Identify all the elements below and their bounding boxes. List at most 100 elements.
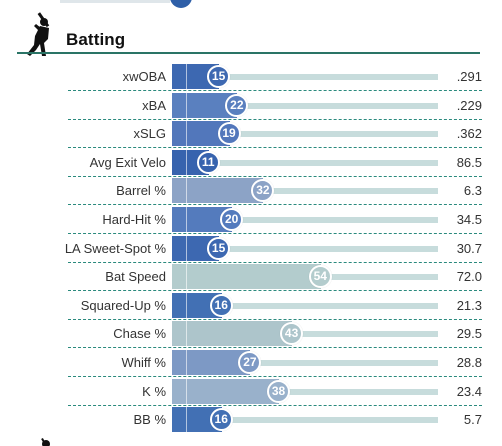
- percentile-badge: 15: [207, 65, 231, 88]
- metric-value: 21.3: [456, 297, 482, 313]
- percentile-badge: 19: [217, 122, 241, 146]
- row-separator: [68, 175, 482, 177]
- bar-tick: [186, 321, 187, 347]
- metric-value: .229: [456, 97, 482, 113]
- metric-label: Hard-Hit %: [102, 212, 166, 227]
- percentile-badge: 15: [207, 236, 231, 260]
- percentile-track: [172, 159, 438, 166]
- metric-value: 5.7: [463, 412, 482, 428]
- metric-row: K % 38 23.4: [0, 377, 502, 406]
- metric-row: LA Sweet-Spot % 15 30.7: [0, 234, 502, 263]
- previous-badge: [170, 0, 192, 8]
- percentile-track: [172, 331, 438, 338]
- metric-value: 34.5: [456, 212, 482, 227]
- percentile-badge: 27: [238, 351, 262, 374]
- metric-row: xBA 22 .229: [0, 91, 502, 120]
- percentile-badge: 43: [280, 322, 304, 346]
- percentile-bar: [172, 321, 293, 347]
- metric-label: K %: [142, 383, 166, 399]
- row-separator: [68, 233, 482, 234]
- metric-row: Chase % 43 29.5: [0, 319, 502, 349]
- metric-value: 28.8: [456, 355, 482, 370]
- percentile-bar: [172, 350, 251, 375]
- metric-row: BB % 16 5.7: [0, 405, 502, 434]
- percentile-track: [172, 102, 438, 109]
- previous-track: [60, 0, 170, 3]
- metric-value: 29.5: [456, 326, 482, 342]
- section-title: Batting: [66, 30, 126, 49]
- row-separator: [68, 376, 482, 377]
- percentile-badge: 16: [209, 293, 233, 317]
- metric-label: Avg Exit Velo: [89, 154, 166, 170]
- metric-value: 6.3: [463, 183, 482, 199]
- metric-row: Bat Speed 54 72.0: [0, 262, 502, 292]
- row-separator: [68, 261, 482, 263]
- bar-tick: [186, 64, 187, 89]
- percentile-badge: 32: [251, 179, 275, 203]
- percentile-bar: [172, 264, 321, 290]
- percentile-track: [172, 302, 438, 309]
- bar-tick: [186, 121, 187, 147]
- metric-value: 30.7: [456, 240, 482, 256]
- row-separator: [68, 147, 482, 149]
- batter-silhouette-icon: [27, 12, 50, 56]
- row-separator: [68, 347, 482, 349]
- bar-tick: [186, 178, 187, 204]
- metric-value: 72.0: [456, 269, 482, 285]
- percentile-track: [172, 417, 438, 424]
- bar-tick: [186, 235, 187, 261]
- metric-value: 86.5: [456, 154, 482, 170]
- metric-label: Squared-Up %: [80, 297, 166, 313]
- metric-label: xSLG: [133, 126, 166, 142]
- percentile-badge: 16: [209, 408, 233, 432]
- metric-value: .291: [456, 69, 482, 84]
- metric-row: Barrel % 32 6.3: [0, 176, 502, 206]
- metric-label: xBA: [142, 97, 166, 113]
- percentile-track: [172, 131, 438, 138]
- row-separator: [68, 404, 482, 406]
- bar-tick: [186, 350, 187, 375]
- metric-row: Hard-Hit % 20 34.5: [0, 205, 502, 234]
- row-separator: [68, 204, 482, 206]
- percentile-track: [172, 188, 438, 195]
- percentile-badge: 11: [196, 150, 220, 174]
- metric-label: Whiff %: [121, 355, 166, 370]
- percentile-bar: [172, 178, 264, 204]
- bar-tick: [186, 92, 187, 118]
- percentile-track: [172, 388, 438, 395]
- metric-row: Avg Exit Velo 11 86.5: [0, 148, 502, 177]
- bar-tick: [186, 264, 187, 290]
- next-section-icon: [41, 438, 50, 446]
- percentile-badge: 38: [267, 379, 291, 403]
- percentile-track: [172, 360, 438, 366]
- previous-section-remnant: [0, 0, 502, 8]
- percentile-track: [172, 245, 438, 252]
- batting-section-header: Batting: [0, 10, 502, 58]
- bar-tick: [186, 407, 187, 433]
- bar-tick: [186, 378, 187, 404]
- metric-row: Squared-Up % 16 21.3: [0, 291, 502, 320]
- metric-value: 23.4: [456, 383, 482, 399]
- metric-label: Chase %: [113, 326, 166, 342]
- section-divider: [17, 52, 480, 54]
- metric-row: Whiff % 27 28.8: [0, 348, 502, 377]
- percentile-badge: 54: [308, 265, 332, 289]
- percentile-bar: [172, 378, 280, 404]
- percentile-track: [172, 74, 438, 80]
- bar-tick: [186, 292, 187, 318]
- metric-row: xSLG 19 .362: [0, 119, 502, 149]
- bar-tick: [186, 207, 187, 232]
- percentile-badge: 22: [225, 93, 249, 117]
- row-separator: [68, 290, 482, 292]
- metric-label: Bat Speed: [105, 269, 166, 285]
- percentile-badge: 20: [220, 208, 244, 231]
- percentile-track: [172, 217, 438, 223]
- row-separator: [68, 90, 482, 91]
- bar-tick: [186, 149, 187, 175]
- metric-label: xwOBA: [122, 69, 166, 84]
- metric-row: xwOBA 15 .291: [0, 62, 502, 91]
- metric-value: .362: [456, 126, 482, 142]
- metric-label: LA Sweet-Spot %: [64, 240, 166, 256]
- row-separator: [68, 318, 482, 320]
- metric-label: Barrel %: [116, 183, 166, 199]
